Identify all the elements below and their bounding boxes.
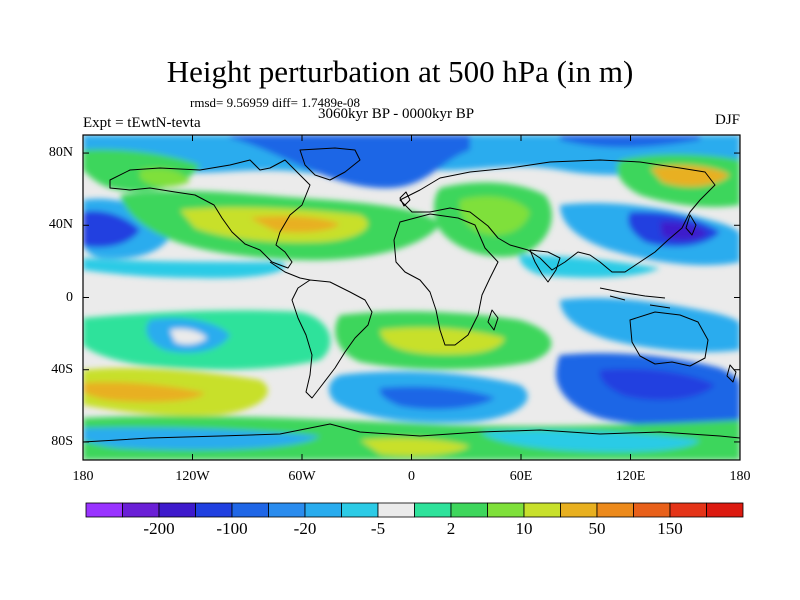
lon-tick-label: 120E: [615, 469, 646, 484]
colorbar-box: [560, 502, 598, 518]
contour-eurasia-core: [459, 196, 530, 236]
colorbar-box: [158, 502, 196, 518]
coast-greenland: [299, 147, 361, 181]
colorbar-box: [633, 502, 671, 518]
contour-antarctic-blue: [83, 427, 320, 450]
lon-tick-marks: [82, 135, 741, 460]
rmsd-stats: rmsd= 9.56959 diff= 1.7489e-08: [190, 95, 361, 110]
contour-sio-blue: [560, 298, 740, 352]
figure-title: Height perturbation at 500 hPa (in m): [166, 54, 634, 89]
contour-antarctic-yellow: [360, 438, 470, 456]
coast-australia: [629, 311, 709, 367]
contour-arctic-blue-east: [560, 135, 700, 148]
colorbar-box: [669, 502, 707, 518]
lon-tick-label: 120W: [175, 469, 210, 484]
colorbar-box: [487, 502, 525, 518]
contour-eastasia-deep: [660, 221, 708, 241]
colorbar-label: -100: [216, 519, 248, 538]
coast-indonesia: [599, 287, 671, 309]
contour-sp-orange: [83, 382, 205, 402]
colorbar-box: [596, 502, 634, 518]
lat-tick-marks: [83, 152, 740, 443]
coast-uk: [399, 191, 411, 207]
colorbar-box: [231, 502, 269, 518]
colorbar-label: 50: [588, 519, 606, 538]
lon-tick-label: 180: [729, 469, 751, 484]
colorbar-box: [450, 502, 488, 518]
lat-tick-label: 80N: [48, 145, 73, 161]
colorbar-label: -20: [293, 519, 317, 538]
contour-siberia-core: [650, 165, 730, 187]
coastlines: [83, 147, 740, 443]
colorbar-label: -5: [370, 519, 386, 538]
contour-arctic-core: [230, 135, 470, 189]
coast-antarctica: [83, 423, 740, 443]
colorbar-box: [341, 502, 379, 518]
coast-north-america: [109, 159, 311, 269]
colorbar-box: [122, 502, 160, 518]
colorbar: [85, 502, 744, 518]
colorbar-label: 10: [515, 519, 533, 538]
contour-alaska-core: [140, 168, 190, 187]
lat-tick-label: 40S: [51, 361, 73, 377]
colorbar-box: [304, 502, 342, 518]
period-label: 3060kyr BP - 0000kyr BP: [318, 106, 475, 122]
coast-africa: [393, 213, 499, 346]
coast-madagascar: [487, 309, 499, 331]
coast-japan: [685, 214, 697, 236]
colorbar-label: 2: [446, 519, 456, 538]
coast-eurasia: [399, 159, 716, 273]
colorbar-box: [195, 502, 233, 518]
contour-ss-yellow-central: [380, 327, 505, 355]
colorbar-box: [414, 502, 452, 518]
lon-tick-label: 0: [408, 469, 415, 484]
colorbar-label: -200: [143, 519, 175, 538]
colorbar-box: [268, 502, 306, 518]
lon-tick-label: 60W: [288, 469, 316, 484]
contour-na-positive-orange: [250, 216, 340, 233]
contour-field: [83, 135, 740, 460]
coast-central-america: [269, 261, 311, 281]
lat-tick-label: 0: [66, 289, 73, 305]
contour-np-negative-core: [83, 210, 140, 248]
colorbar-box: [377, 502, 415, 518]
lon-tick-label: 60E: [509, 469, 533, 484]
coast-south-america: [291, 279, 373, 399]
contour-spac-blue-core: [170, 328, 207, 345]
lon-tick-label: 180: [72, 469, 94, 484]
contour-satl-core: [379, 386, 495, 410]
colorbar-box: [85, 502, 123, 518]
experiment-label: Expt = tEwtN-tevta: [83, 115, 201, 131]
colorbar-box: [523, 502, 561, 518]
colorbar-box: [706, 502, 744, 518]
lat-tick-label: 40N: [48, 217, 73, 233]
contour-antarctic-blue-east: [480, 430, 700, 452]
season-label: DJF: [714, 112, 740, 128]
contour-tropics-blue-west: [83, 258, 286, 279]
lat-tick-label: 80S: [51, 433, 73, 449]
colorbar-label: 150: [657, 519, 683, 538]
coast-india: [529, 249, 561, 283]
contour-sio-core: [599, 368, 715, 401]
